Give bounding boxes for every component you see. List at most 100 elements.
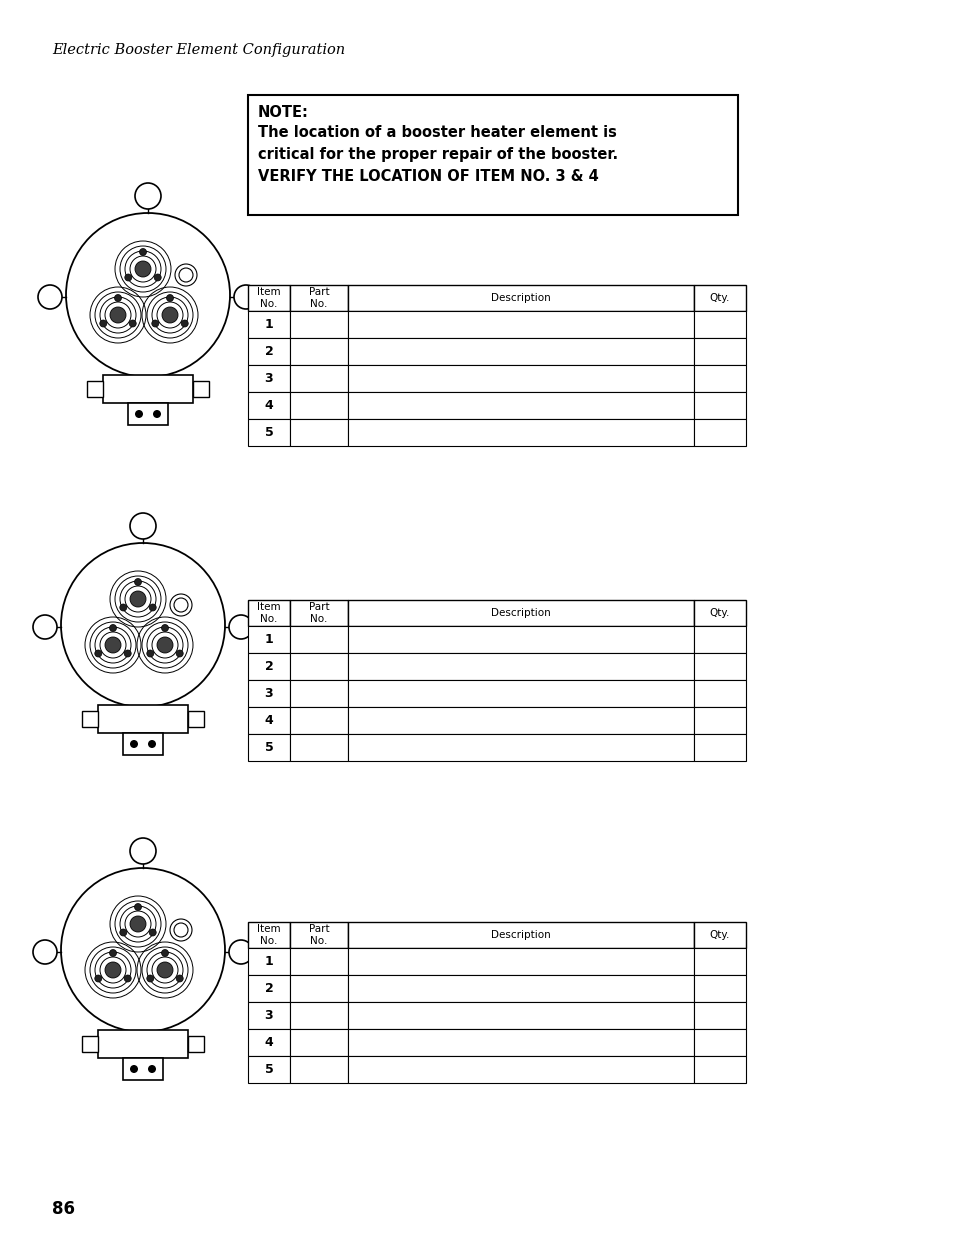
Bar xyxy=(248,948,290,974)
Bar xyxy=(290,1029,348,1056)
Text: NOTE:: NOTE: xyxy=(257,105,309,120)
Text: 1: 1 xyxy=(264,317,274,331)
Circle shape xyxy=(130,513,156,538)
Circle shape xyxy=(135,410,143,417)
Bar xyxy=(693,734,745,761)
Bar xyxy=(348,734,693,761)
Circle shape xyxy=(114,294,121,301)
Bar xyxy=(290,974,348,1002)
Bar xyxy=(248,734,290,761)
Bar xyxy=(188,711,204,727)
Circle shape xyxy=(120,604,127,611)
Circle shape xyxy=(176,974,183,982)
Text: 1: 1 xyxy=(264,955,274,968)
Bar xyxy=(98,1030,188,1058)
Bar xyxy=(693,600,745,626)
Bar xyxy=(290,948,348,974)
Bar xyxy=(348,923,693,948)
Bar xyxy=(290,311,348,338)
Circle shape xyxy=(61,868,225,1032)
Bar xyxy=(248,923,290,948)
Circle shape xyxy=(105,637,121,653)
Circle shape xyxy=(124,974,132,982)
Bar xyxy=(248,974,290,1002)
Circle shape xyxy=(120,929,127,936)
Bar xyxy=(348,680,693,706)
Text: Item
No.: Item No. xyxy=(257,603,280,624)
Circle shape xyxy=(147,974,153,982)
Circle shape xyxy=(130,740,138,748)
Circle shape xyxy=(139,248,147,256)
Circle shape xyxy=(148,1065,156,1073)
Circle shape xyxy=(110,625,116,631)
Bar xyxy=(348,285,693,311)
Bar xyxy=(348,419,693,446)
Bar xyxy=(290,285,348,311)
Bar xyxy=(290,923,348,948)
Circle shape xyxy=(154,274,161,282)
Bar xyxy=(248,706,290,734)
Text: 5: 5 xyxy=(264,426,274,438)
Circle shape xyxy=(110,950,116,956)
Bar xyxy=(693,391,745,419)
Circle shape xyxy=(134,578,141,585)
Text: The location of a booster heater element is: The location of a booster heater element… xyxy=(257,125,617,140)
Circle shape xyxy=(149,604,156,611)
Circle shape xyxy=(157,962,172,978)
Circle shape xyxy=(233,285,257,309)
Bar xyxy=(290,626,348,653)
Bar xyxy=(248,653,290,680)
Bar xyxy=(248,600,290,626)
Circle shape xyxy=(134,904,141,910)
Circle shape xyxy=(100,320,107,327)
Bar xyxy=(348,626,693,653)
Bar xyxy=(693,680,745,706)
Circle shape xyxy=(229,940,253,965)
Text: Part
No.: Part No. xyxy=(309,603,329,624)
Bar xyxy=(188,1036,204,1052)
Bar xyxy=(193,382,209,396)
Text: 1: 1 xyxy=(264,634,274,646)
Circle shape xyxy=(130,592,146,606)
Bar xyxy=(348,600,693,626)
Bar xyxy=(290,1002,348,1029)
Circle shape xyxy=(149,929,156,936)
Circle shape xyxy=(94,650,102,657)
Bar xyxy=(82,711,98,727)
Circle shape xyxy=(152,320,158,327)
Circle shape xyxy=(130,916,146,932)
Bar xyxy=(693,948,745,974)
Bar xyxy=(290,391,348,419)
Bar xyxy=(248,419,290,446)
Text: critical for the proper repair of the booster.: critical for the proper repair of the bo… xyxy=(257,147,618,162)
Bar xyxy=(248,1029,290,1056)
Circle shape xyxy=(130,839,156,864)
Bar xyxy=(348,338,693,366)
Bar xyxy=(693,1056,745,1083)
Text: Qty.: Qty. xyxy=(709,293,729,303)
Bar xyxy=(248,391,290,419)
Circle shape xyxy=(161,625,169,631)
Text: 3: 3 xyxy=(264,1009,273,1023)
Text: Item
No.: Item No. xyxy=(257,924,280,946)
Circle shape xyxy=(135,183,161,209)
Bar xyxy=(290,366,348,391)
Bar xyxy=(123,1058,163,1079)
Bar xyxy=(290,734,348,761)
Bar xyxy=(693,923,745,948)
Bar xyxy=(348,391,693,419)
Bar xyxy=(693,366,745,391)
Bar xyxy=(348,366,693,391)
Circle shape xyxy=(167,294,173,301)
Text: Part
No.: Part No. xyxy=(309,924,329,946)
Bar xyxy=(693,338,745,366)
Bar xyxy=(348,653,693,680)
Circle shape xyxy=(181,320,188,327)
Bar xyxy=(248,311,290,338)
Text: Description: Description xyxy=(491,930,550,940)
Circle shape xyxy=(33,940,57,965)
Circle shape xyxy=(61,543,225,706)
Text: 3: 3 xyxy=(264,372,273,385)
Text: Electric Booster Element Configuration: Electric Booster Element Configuration xyxy=(52,43,345,57)
Bar xyxy=(248,366,290,391)
